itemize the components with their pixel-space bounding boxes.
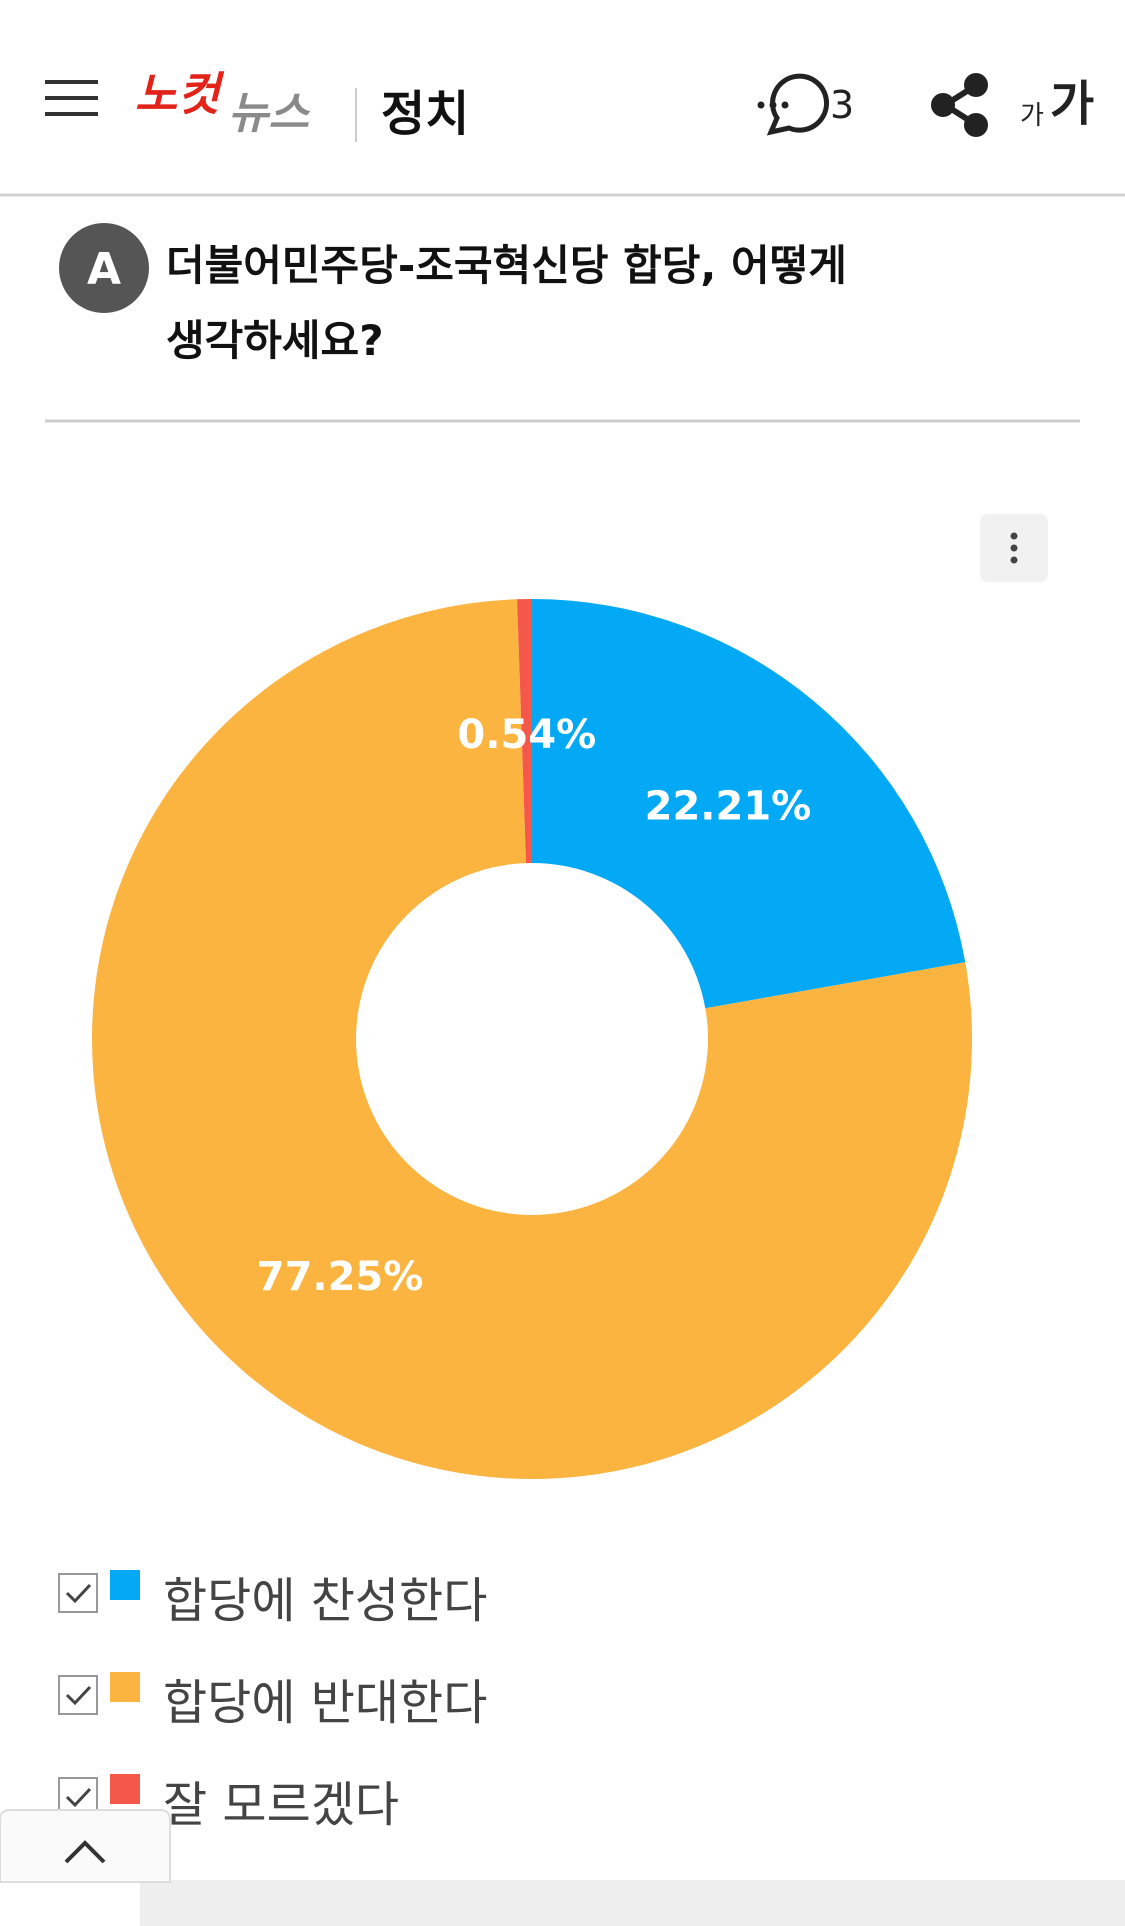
slice xyxy=(532,599,966,1009)
font-size-large[interactable]: 가 xyxy=(1050,76,1094,132)
comment-icon[interactable] xyxy=(766,73,829,136)
badge xyxy=(59,223,149,313)
comment-count[interactable]: 3 xyxy=(830,83,854,127)
logo[interactable]: 노컷 xyxy=(135,67,224,121)
slice xyxy=(91,599,972,1479)
legend-swatch xyxy=(110,1672,140,1702)
logo[interactable]: 뉴스 xyxy=(228,88,310,139)
legend-check xyxy=(65,1583,92,1604)
font-size-small[interactable]: 가 xyxy=(1020,101,1044,131)
slice xyxy=(517,599,532,864)
menu-icon[interactable] xyxy=(45,80,98,116)
question-title: 더불어민주당-조국혁신당 합당, 어떻게 xyxy=(166,241,847,290)
data-label: 22.21% xyxy=(645,783,812,829)
legend-label: 합당에 찬성한다 xyxy=(163,1573,487,1629)
legend-swatch xyxy=(110,1774,140,1804)
bottom-bar xyxy=(140,1880,1125,1926)
comment-dots xyxy=(757,101,789,109)
share-icon[interactable] xyxy=(931,73,988,137)
chevron-up xyxy=(64,1840,106,1864)
legend-checkbox[interactable] xyxy=(58,1573,98,1613)
legend-swatch xyxy=(110,1570,140,1600)
scroll-top-tab[interactable] xyxy=(0,1809,171,1883)
legend-check xyxy=(65,1787,92,1808)
legend-check xyxy=(65,1685,92,1706)
section-title[interactable]: 정치 xyxy=(381,86,469,142)
data-label: 0.54% xyxy=(457,712,596,758)
chart-menu-dots xyxy=(1010,532,1018,564)
legend-checkbox[interactable] xyxy=(58,1675,98,1715)
legend-label: 잘 모르겠다 xyxy=(163,1777,399,1833)
legend-label: 합당에 반대한다 xyxy=(163,1675,487,1731)
badge-letter: A xyxy=(87,244,121,295)
question-title: 생각하세요? xyxy=(166,316,384,365)
data-label: 77.25% xyxy=(257,1254,424,1300)
